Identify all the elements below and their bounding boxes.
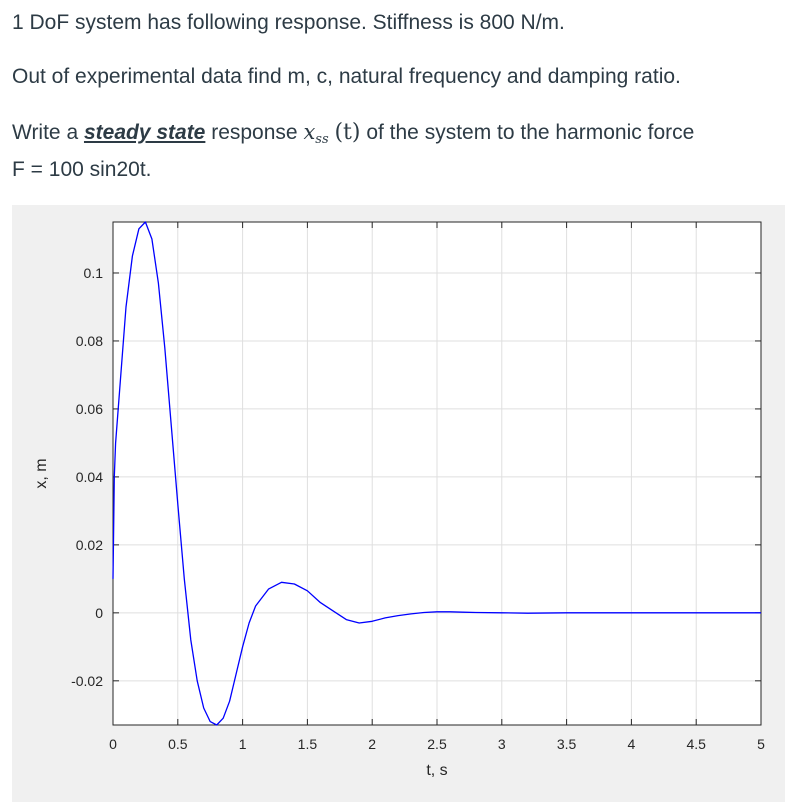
- steady-state-emphasis: steady state: [83, 121, 206, 144]
- math-subscript-ss: ss: [315, 132, 329, 147]
- response-chart: 0 0.5 1 1.5 2 2.5 3 3.5 4 4.5 5 -0.02 0 0.02 0.04 0.06 0…: [33, 221, 765, 779]
- question-line-4: F = 100 sin20t.: [12, 158, 152, 181]
- x-tick-label: 5: [757, 736, 765, 752]
- y-axis-label: x, m: [33, 458, 50, 488]
- y-tick-label: 0.08: [76, 333, 103, 349]
- y-tick-label: 0.1: [84, 265, 104, 281]
- x-tick-label: 3: [498, 736, 506, 752]
- question-line-3-suffix: of the system to the harmonic force: [360, 121, 695, 144]
- y-tick-label: 0.04: [76, 469, 103, 485]
- x-tick-label: 0.5: [168, 736, 188, 752]
- question-line-3: Write a steady state response xss (t) of…: [12, 119, 694, 153]
- x-tick-label: 4: [628, 736, 636, 752]
- chart-panel: 0 0.5 1 1.5 2 2.5 3 3.5 4 4.5 5 -0.02 0 0.02 0.04 0.06 0…: [12, 205, 785, 802]
- y-tick-label: -0.02: [71, 673, 103, 689]
- y-tick-label: 0.06: [76, 401, 103, 417]
- y-tick-label: 0.02: [76, 537, 103, 553]
- x-axis-label: t, s: [426, 762, 447, 779]
- math-argument-t: (t): [334, 120, 361, 145]
- axes-box: [112, 221, 762, 726]
- math-variable-x: x: [303, 120, 316, 144]
- x-tick-label: 2.5: [427, 736, 447, 752]
- x-tick-label: 1: [239, 736, 247, 752]
- question-line-2: Out of experimental data find m, c, natu…: [12, 65, 681, 88]
- x-tick-label: 0: [109, 736, 117, 752]
- x-tick-label: 1.5: [298, 736, 318, 752]
- question-line-3-prefix: Write a: [12, 121, 84, 144]
- x-tick-label: 2: [368, 736, 376, 752]
- question-line-1: 1 DoF system has following response. Sti…: [12, 11, 565, 34]
- x-tick-label: 3.5: [557, 736, 577, 752]
- x-tick-label: 4.5: [686, 736, 706, 752]
- response-line: [112, 221, 761, 726]
- question-line-3-middle: response: [205, 121, 304, 144]
- y-tick-label: 0: [95, 605, 103, 621]
